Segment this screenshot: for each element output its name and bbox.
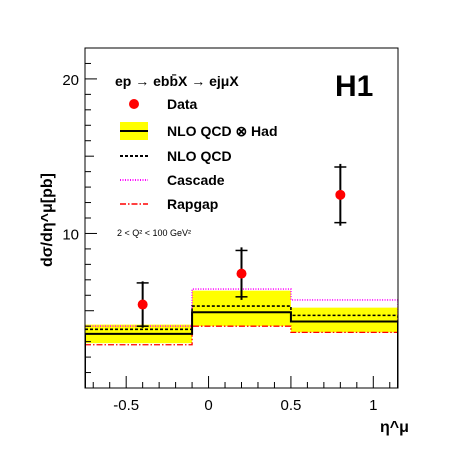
y-axis-title: dσ/dη^μ[pb]	[39, 173, 56, 267]
legend-label-rapgap: Rapgap	[167, 196, 218, 212]
kinematic-range-label: 2 < Q² < 100 GeV²	[117, 228, 191, 238]
y-tick-label: 10	[62, 226, 79, 243]
legend-label-cascade: Cascade	[167, 172, 225, 188]
series-line-nlo-qcd-had	[85, 311, 398, 388]
x-axis-title: η^μ	[380, 419, 409, 436]
tick-layer: -0.5 0 0.5 1 10 20	[62, 47, 391, 414]
legend-label-nlo: NLO QCD	[167, 148, 232, 164]
data-point	[137, 299, 148, 310]
series-line-rapgap	[85, 325, 398, 388]
y-tick-label: 20	[62, 72, 79, 89]
line-layer	[85, 288, 398, 388]
band-layer	[85, 290, 398, 344]
legend-label-data: Data	[167, 96, 198, 112]
x-tick-label: 0	[204, 397, 212, 414]
data-point	[335, 189, 346, 200]
process-label: ep → ebb̄X → ejμX	[115, 72, 239, 89]
series-line-cascade	[85, 288, 398, 388]
data-points-layer	[136, 163, 347, 328]
h1-logo: H1	[335, 70, 373, 103]
data-point	[236, 268, 247, 279]
legend-label-nlo-had: NLO QCD ⊗ Had	[167, 123, 278, 139]
legend-marker-data	[129, 99, 139, 109]
legend: Data NLO QCD ⊗ Had NLO QCD Cascade Rapga…	[120, 96, 278, 212]
x-tick-label: 1	[369, 397, 377, 414]
x-tick-label: -0.5	[113, 397, 139, 414]
x-tick-label: 0.5	[280, 397, 301, 414]
nlo-had-band-bin-2	[290, 307, 398, 333]
